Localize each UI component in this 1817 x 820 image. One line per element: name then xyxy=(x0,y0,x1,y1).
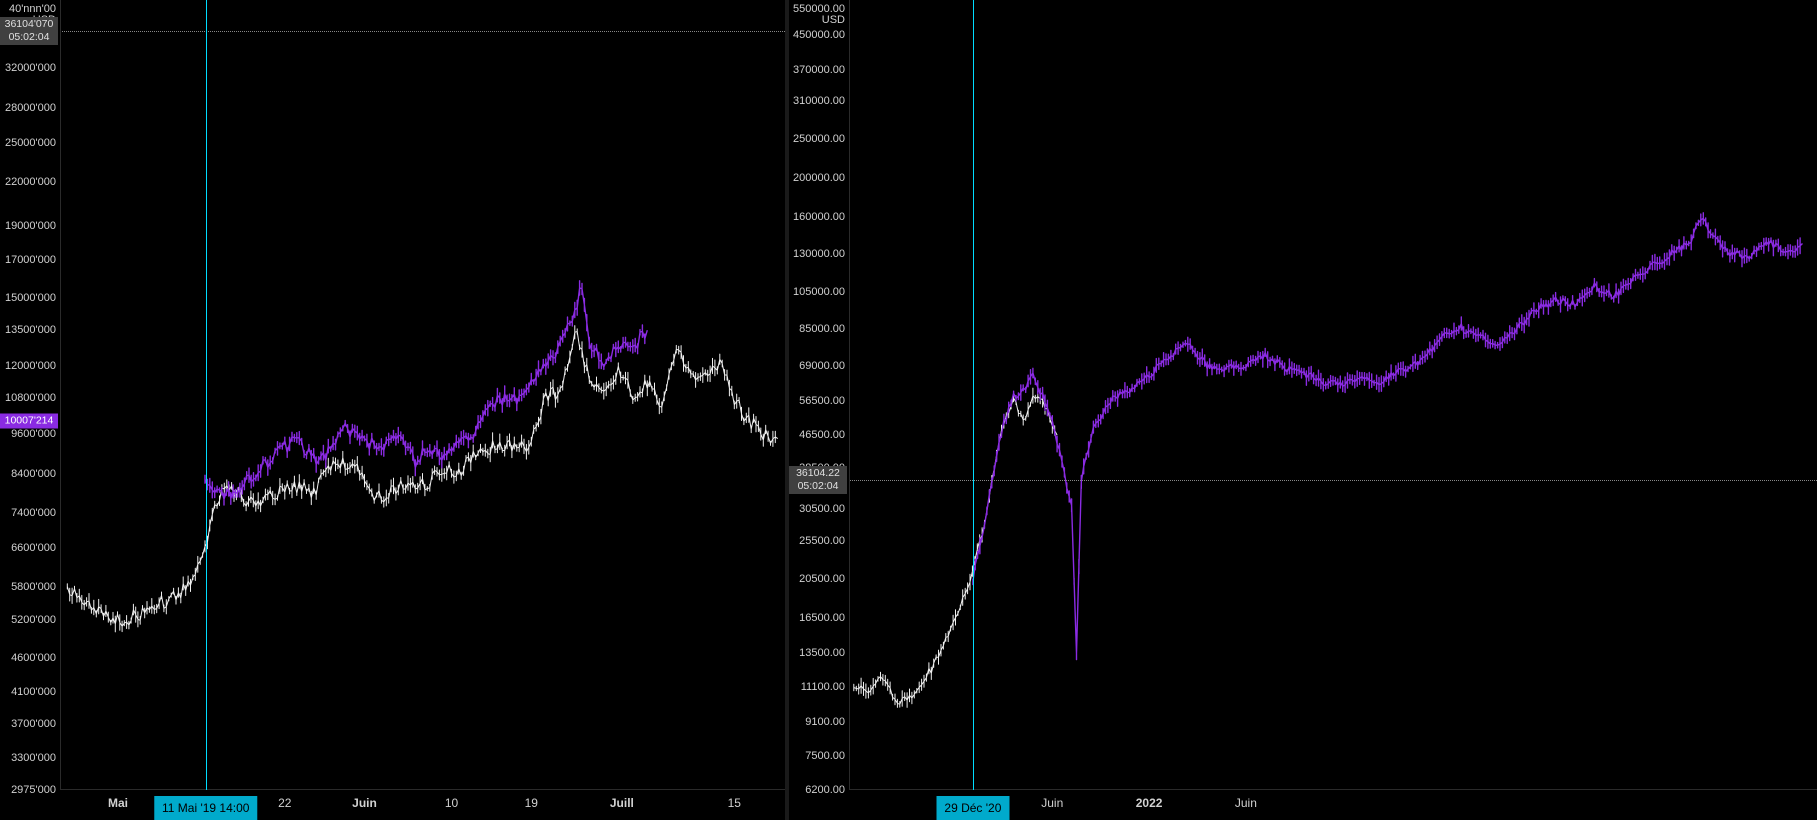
y-axis: 40'nnn'00USD32000'00028000'00025000'0002… xyxy=(0,0,61,790)
y-tick: 17000'000 xyxy=(5,254,56,266)
x-tick: 15 xyxy=(728,796,741,810)
x-tick: Juin xyxy=(352,796,377,810)
x-axis: Mai 22 Juin 10 19 Juill 15 11 Mai '19 14:00 xyxy=(60,789,785,820)
series-svg xyxy=(60,0,785,790)
y-tick: 20500.00 xyxy=(799,573,845,585)
y-tick: 28000'000 xyxy=(5,102,56,114)
y-tick: 6200.00 xyxy=(805,784,845,796)
y-tick: 250000.00 xyxy=(793,133,845,145)
y-tick: 30500.00 xyxy=(799,503,845,515)
x-tick: 10 xyxy=(445,796,458,810)
y-tick: 6600'000 xyxy=(11,542,56,554)
x-tick: Juin xyxy=(1041,796,1063,810)
series-purple xyxy=(205,281,647,505)
series-white xyxy=(854,388,1057,707)
y-tick: 85000.00 xyxy=(799,323,845,335)
series-purple xyxy=(973,213,1803,660)
y-tick: 25000'000 xyxy=(5,137,56,149)
y-tick: 56500.00 xyxy=(799,395,845,407)
y-tick: 69000.00 xyxy=(799,360,845,372)
price-box: 10007'214 xyxy=(0,414,58,429)
y-tick: 19000'000 xyxy=(5,220,56,232)
y-tick: 16500.00 xyxy=(799,612,845,624)
price-box: 36104.2205:02:04 xyxy=(789,466,847,494)
time-cursor[interactable] xyxy=(973,0,974,790)
price-box: 36104'07005:02:04 xyxy=(0,17,58,45)
y-tick: 10800'000 xyxy=(5,392,56,404)
time-cursor[interactable] xyxy=(206,0,207,790)
x-tick: Mai xyxy=(108,796,128,810)
chart-container: 40'nnn'00USD32000'00028000'00025000'0002… xyxy=(0,0,1817,820)
y-tick: 9600'000 xyxy=(11,428,56,440)
y-tick: 3300'000 xyxy=(11,752,56,764)
right-panel[interactable]: 550000.00USD450000.00370000.00310000.002… xyxy=(789,0,1817,820)
y-tick: 310000.00 xyxy=(793,95,845,107)
y-tick: 13500'000 xyxy=(5,324,56,336)
y-tick: 46500.00 xyxy=(799,429,845,441)
y-axis: 550000.00USD450000.00370000.00310000.002… xyxy=(789,0,850,790)
plot-area[interactable] xyxy=(849,0,1817,790)
y-tick: 160000.00 xyxy=(793,211,845,223)
y-tick: 105000.00 xyxy=(793,286,845,298)
y-tick: 4100'000 xyxy=(11,686,56,698)
y-tick: 12000'000 xyxy=(5,360,56,372)
y-tick: 7400'000 xyxy=(11,507,56,519)
y-axis-unit: USD xyxy=(822,14,845,26)
y-tick: 5200'000 xyxy=(11,614,56,626)
y-tick: 4600'000 xyxy=(11,652,56,664)
y-tick: 370000.00 xyxy=(793,64,845,76)
y-tick: 32000'000 xyxy=(5,62,56,74)
y-tick: 8400'000 xyxy=(11,468,56,480)
x-tick: 22 xyxy=(278,796,291,810)
y-tick: 130000.00 xyxy=(793,248,845,260)
y-tick: 7500.00 xyxy=(805,750,845,762)
left-panel[interactable]: 40'nnn'00USD32000'00028000'00025000'0002… xyxy=(0,0,789,820)
series-svg xyxy=(849,0,1817,790)
price-dotted-line xyxy=(60,31,785,32)
plot-area[interactable] xyxy=(60,0,785,790)
y-tick: 200000.00 xyxy=(793,172,845,184)
x-tick: Juin xyxy=(1235,796,1257,810)
y-tick: 15000'000 xyxy=(5,292,56,304)
y-tick: 3700'000 xyxy=(11,718,56,730)
time-box: 29 Déc '20 xyxy=(936,796,1009,820)
price-dotted-line xyxy=(849,480,1817,481)
y-tick: 11100.00 xyxy=(801,681,845,693)
x-tick: Juill xyxy=(610,796,634,810)
series-white xyxy=(67,326,778,632)
y-tick: 450000.00 xyxy=(793,29,845,41)
x-axis: Juin 2022 Juin 29 Déc '20 xyxy=(849,789,1817,820)
y-tick: 5800'000 xyxy=(11,581,56,593)
y-tick: 22000'000 xyxy=(5,176,56,188)
y-tick: 25500.00 xyxy=(799,535,845,547)
x-tick: 2022 xyxy=(1136,796,1163,810)
y-tick: 13500.00 xyxy=(799,647,845,659)
time-box: 11 Mai '19 14:00 xyxy=(154,796,257,820)
x-tick: 19 xyxy=(525,796,538,810)
y-tick: 2975'000 xyxy=(11,784,56,796)
y-tick: 9100.00 xyxy=(805,716,845,728)
